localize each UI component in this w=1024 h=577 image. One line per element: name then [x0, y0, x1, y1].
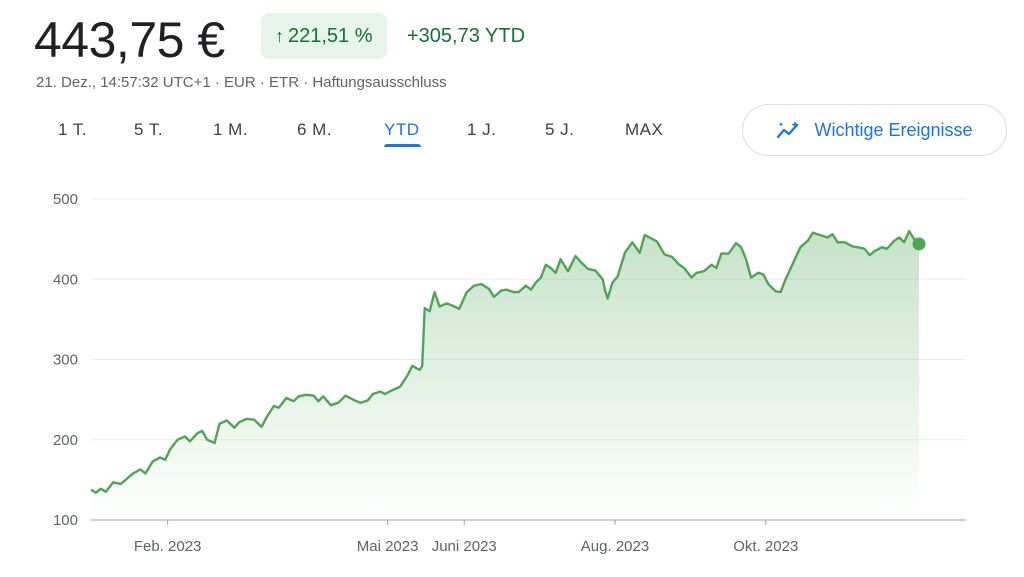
key-events-button[interactable]: Wichtige Ereignisse — [742, 104, 1007, 156]
change-percent-badge: ↑ 221,51 % — [261, 13, 387, 59]
tab-5-days[interactable]: 5 T. — [134, 120, 164, 139]
price-line — [90, 229, 920, 494]
tab-max[interactable]: MAX — [625, 120, 664, 139]
y-tick-label: 200 — [53, 432, 78, 449]
range-tabs: 1 T. 5 T. 1 M. 6 M. YTD 1 J. 5 J. MAX — [0, 117, 720, 147]
x-tick-label: Okt. 2023 — [733, 538, 798, 555]
key-events-label: Wichtige Ereignisse — [814, 119, 973, 140]
y-tick-label: 500 — [53, 191, 78, 208]
meta-separator: · — [210, 74, 225, 91]
exchange: ETR — [269, 74, 300, 91]
tab-5-years[interactable]: 5 J. — [545, 120, 575, 139]
active-tab-indicator — [384, 144, 421, 147]
x-tick-label: Aug. 2023 — [581, 538, 649, 555]
change-percent: 221,51 % — [288, 24, 373, 47]
currency: EUR — [224, 74, 256, 91]
y-tick-label: 400 — [53, 271, 78, 288]
change-absolute: +305,73 YTD — [407, 25, 526, 47]
x-tick-label: Juni 2023 — [432, 538, 497, 555]
price-meta: 21. Dez., 14:57:32 UTC+1 · EUR · ETR · H… — [36, 73, 447, 93]
y-tick-label: 100 — [53, 512, 78, 529]
x-axis-ticks: Feb. 2023 Mai 2023 Juni 2023 Aug. 2023 Okt. … — [134, 520, 798, 555]
price-chart: 500 400 300 200 100 Feb. 2023 Mai 2023 Juni 20… — [53, 191, 966, 555]
timestamp: 21. Dez., 14:57:32 UTC+1 — [36, 74, 211, 91]
tab-6-months[interactable]: 6 M. — [297, 120, 333, 139]
price-area — [91, 231, 919, 520]
y-tick-label: 300 — [53, 352, 78, 369]
x-tick-label: Feb. 2023 — [134, 538, 202, 555]
meta-separator: · — [255, 74, 270, 91]
disclaimer-link[interactable]: Haftungsausschluss — [312, 74, 447, 91]
trend-sparkle-icon — [776, 120, 802, 140]
tab-1-month[interactable]: 1 M. — [213, 120, 249, 139]
tab-1-year[interactable]: 1 J. — [467, 120, 497, 139]
current-price: 443,75 € — [34, 12, 225, 68]
last-price-dot[interactable] — [912, 237, 926, 251]
tab-ytd[interactable]: YTD — [384, 120, 420, 139]
tab-1-day[interactable]: 1 T. — [58, 120, 88, 139]
x-tick-label: Mai 2023 — [357, 538, 419, 555]
y-axis-ticks: 500 400 300 200 100 — [53, 191, 78, 529]
arrow-up-icon: ↑ — [275, 25, 284, 46]
meta-separator: · — [299, 74, 313, 91]
